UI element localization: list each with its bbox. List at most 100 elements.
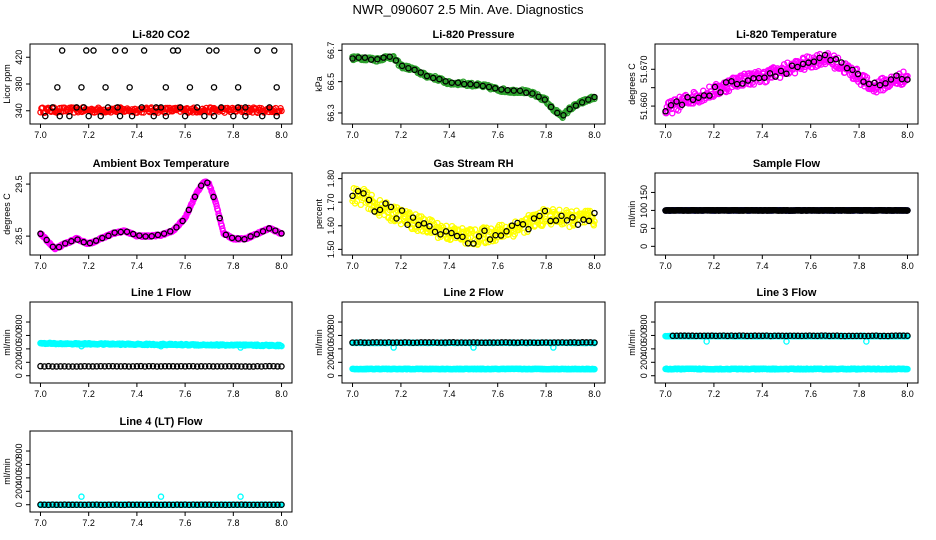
- reference-point: [41, 501, 48, 508]
- reference-point: [696, 332, 704, 340]
- reference-point: [560, 112, 567, 119]
- reference-point: [904, 76, 911, 83]
- reference-point: [209, 363, 217, 370]
- y-tick-label: 400: [14, 470, 24, 485]
- reference-point: [485, 83, 493, 91]
- x-tick-label: 7.6: [179, 261, 192, 271]
- reference-point: [490, 339, 497, 346]
- reference-point: [169, 363, 177, 370]
- reference-point: [179, 217, 186, 225]
- reference-point: [129, 501, 137, 509]
- reference-point: [711, 83, 719, 91]
- reference-point: [157, 501, 165, 509]
- reference-point: [583, 339, 590, 346]
- y-tick-label: 400: [14, 341, 24, 356]
- reference-point: [238, 363, 245, 370]
- y-tick-label: 200: [14, 355, 24, 370]
- x-tick-label: 7.4: [131, 518, 144, 528]
- reference-point: [153, 363, 161, 370]
- reference-point: [766, 70, 774, 77]
- reference-point: [401, 339, 409, 346]
- reference-point: [104, 104, 112, 111]
- mean-point: [462, 240, 469, 247]
- reference-point: [431, 228, 439, 236]
- x-tick-label: 7.2: [82, 518, 95, 528]
- reference-point: [210, 193, 217, 201]
- x-tick-label: 7.0: [346, 389, 359, 399]
- reference-point: [558, 212, 565, 220]
- y-axis-label: ml/min: [2, 329, 12, 356]
- reference-point: [393, 339, 401, 346]
- panel-co2: Li-820 CO2 Licor ppm 7.0 7.2 7.4 7.6 7.8 8.0 340…: [2, 29, 293, 140]
- reference-point: [585, 96, 592, 103]
- reference-point: [133, 501, 141, 508]
- mean-point: [703, 338, 710, 345]
- reference-point: [478, 339, 485, 346]
- mean-point: [157, 493, 165, 500]
- y-tick-label: 1.80: [326, 170, 336, 188]
- x-tick-label: 7.2: [82, 389, 95, 399]
- x-tick-label: 7.6: [179, 389, 192, 399]
- reference-point: [479, 82, 487, 90]
- reference-point: [542, 339, 550, 346]
- mean-point: [904, 72, 911, 80]
- y-tick-label: 0: [639, 244, 649, 249]
- reference-point: [374, 55, 381, 63]
- reference-point: [405, 339, 413, 346]
- x-tick-label: 7.8: [853, 261, 866, 271]
- x-tick-label: 7.4: [756, 389, 769, 399]
- reference-point: [209, 501, 217, 509]
- y-axis-label: kPa: [314, 76, 324, 92]
- reference-point: [397, 339, 405, 346]
- reference-point: [153, 501, 161, 509]
- reference-point: [173, 363, 181, 370]
- panel-line4: Line 4 (LT) Flow ml/min 7.0 7.2 7.4 7.6 7.8 8.0…: [2, 416, 293, 528]
- reference-point: [105, 232, 112, 240]
- y-axis-label: percent: [314, 198, 324, 229]
- reference-point: [105, 362, 113, 370]
- reference-point: [177, 104, 184, 111]
- reference-point: [833, 332, 841, 339]
- reference-point: [541, 207, 549, 215]
- reference-point: [154, 231, 162, 239]
- x-tick-label: 7.6: [804, 130, 817, 140]
- reference-point: [81, 501, 88, 509]
- reference-point: [818, 332, 825, 339]
- reference-point: [89, 501, 96, 508]
- reference-point: [563, 339, 570, 346]
- reference-point: [667, 101, 675, 109]
- reference-point: [258, 501, 265, 508]
- reference-point: [234, 84, 242, 91]
- reference-point: [193, 501, 201, 509]
- reference-point: [197, 182, 205, 189]
- reference-point: [210, 112, 218, 120]
- reference-point: [133, 363, 141, 370]
- reference-point: [177, 362, 185, 370]
- reference-point: [226, 501, 233, 509]
- reference-point: [700, 332, 708, 339]
- reference-point: [117, 501, 125, 509]
- reference-point: [65, 363, 72, 370]
- panel-title: Gas Stream RH: [433, 158, 513, 170]
- reference-point: [160, 230, 168, 237]
- reference-point: [43, 236, 50, 244]
- reference-point: [413, 339, 421, 346]
- panel-title: Li-820 Pressure: [433, 29, 515, 41]
- reference-point: [446, 339, 453, 346]
- reference-point: [222, 501, 229, 509]
- reference-point: [69, 363, 76, 370]
- reference-point: [871, 79, 878, 87]
- y-tick-label: 0: [326, 373, 336, 378]
- reference-point: [361, 339, 368, 346]
- mean-point: [539, 221, 547, 228]
- reference-point: [759, 332, 766, 340]
- reference-point: [569, 214, 576, 221]
- panel-ambient: Ambient Box Temperature degrees C 7.0 7.2 7.…: [2, 158, 293, 271]
- reference-point: [69, 501, 76, 509]
- reference-point: [575, 339, 582, 346]
- x-tick-label: 7.2: [708, 389, 721, 399]
- reference-point: [574, 221, 582, 228]
- reference-point: [771, 332, 778, 340]
- reference-point: [238, 501, 245, 508]
- panel-rh: Gas Stream RH percent 7.0 7.2 7.4 7.6 7.8 8.0 1.…: [314, 158, 606, 271]
